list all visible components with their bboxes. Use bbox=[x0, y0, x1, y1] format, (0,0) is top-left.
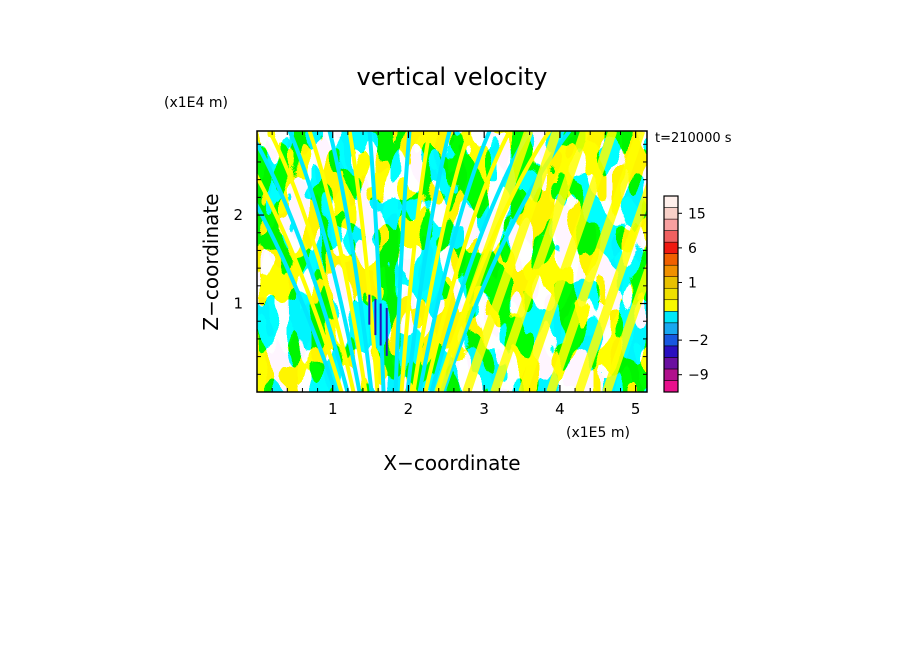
x-tick-label: 2 bbox=[404, 400, 414, 418]
colorbar-tick-label: −9 bbox=[688, 368, 709, 384]
colorbar-tick-label: −2 bbox=[688, 333, 709, 349]
colorbar-swatch bbox=[663, 368, 679, 381]
wave-stripe bbox=[393, 131, 412, 392]
y-tick-label: 1 bbox=[233, 295, 243, 313]
colorbar-swatch bbox=[663, 195, 679, 208]
wave-stripe bbox=[257, 201, 338, 392]
colorbar-swatch bbox=[663, 334, 679, 347]
wave-band bbox=[602, 261, 647, 392]
negative-spike bbox=[368, 294, 371, 325]
wave-stripe bbox=[399, 131, 432, 392]
wave-band bbox=[462, 131, 562, 392]
wave-stripe bbox=[417, 131, 492, 392]
colorbar-swatch bbox=[663, 322, 679, 335]
colorbar-tick-label: 6 bbox=[688, 241, 697, 257]
colorbar-swatch bbox=[663, 230, 679, 243]
wave-stripes bbox=[257, 131, 647, 392]
colorbar-tick-label: 15 bbox=[688, 206, 706, 222]
colorbar-tick-label: 1 bbox=[688, 275, 697, 291]
wave-band bbox=[546, 131, 646, 392]
x-axis-ticks: 1 2 3 4 5 bbox=[271, 131, 641, 418]
colorbar: 15 6 1 −2 −9 bbox=[663, 195, 709, 393]
colorbar-swatch bbox=[663, 345, 679, 358]
chart-title: vertical velocity bbox=[357, 63, 548, 91]
negative-spikes bbox=[368, 294, 388, 356]
x-tick-label: 1 bbox=[328, 400, 338, 418]
x-axis-unit: (x1E5 m) bbox=[566, 425, 630, 441]
wave-stripe bbox=[347, 131, 380, 392]
colorbar-swatch bbox=[663, 287, 679, 301]
wave-stripe bbox=[307, 131, 368, 392]
wave-band bbox=[518, 131, 618, 392]
wave-stripe bbox=[405, 131, 452, 392]
colorbar-swatch bbox=[663, 311, 679, 324]
x-tick-label: 5 bbox=[631, 400, 641, 418]
wave-stripe bbox=[327, 131, 374, 392]
wave-band bbox=[490, 131, 590, 392]
wave-stripe bbox=[423, 131, 512, 392]
x-tick-label: 3 bbox=[479, 400, 489, 418]
wave-stripe bbox=[267, 131, 356, 392]
colorbar-frame bbox=[663, 195, 679, 393]
wave-stripe bbox=[287, 131, 362, 392]
plot-frame bbox=[256, 130, 648, 393]
wave-band bbox=[574, 181, 647, 392]
colorbar-swatch bbox=[663, 264, 679, 277]
x-axis-label: X−coordinate bbox=[383, 451, 520, 475]
y-axis-label: Z−coordinate bbox=[199, 193, 223, 330]
colorbar-swatch bbox=[663, 357, 679, 370]
wave-stripe bbox=[257, 172, 344, 392]
wave-stripe bbox=[367, 131, 386, 392]
colorbar-swatch bbox=[663, 299, 679, 312]
wave-stripe bbox=[429, 131, 532, 392]
y-axis-ticks: 12 bbox=[233, 143, 647, 375]
contour-field bbox=[257, 131, 647, 392]
negative-spike bbox=[374, 299, 377, 336]
colorbar-swatch bbox=[663, 276, 679, 289]
y-axis-unit: (x1E4 m) bbox=[164, 95, 228, 111]
wave-stripe bbox=[411, 131, 472, 392]
y-tick-label: 2 bbox=[233, 206, 243, 224]
colorbar-swatch bbox=[663, 241, 679, 254]
colorbar-swatch bbox=[663, 380, 679, 393]
colorbar-swatch bbox=[663, 218, 679, 231]
negative-spike bbox=[385, 307, 388, 356]
x-tick-label: 4 bbox=[555, 400, 565, 418]
negative-spike bbox=[379, 303, 382, 346]
wave-stripe bbox=[257, 139, 350, 392]
colorbar-swatch bbox=[663, 207, 679, 220]
colorbar-swatch bbox=[663, 253, 679, 266]
time-label: t=210000 s bbox=[655, 131, 732, 146]
wave-band bbox=[434, 131, 534, 392]
